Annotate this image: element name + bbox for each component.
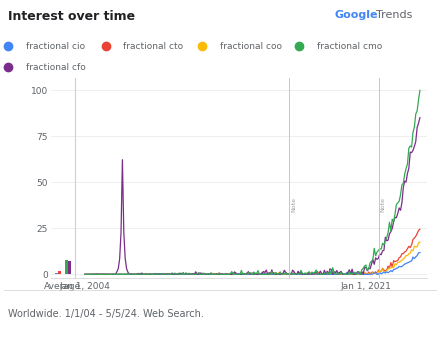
Text: fractional cfo: fractional cfo: [26, 63, 85, 72]
Text: Worldwide. 1/1/04 - 5/5/24. Web Search.: Worldwide. 1/1/04 - 5/5/24. Web Search.: [8, 309, 204, 319]
Text: Interest over time: Interest over time: [8, 10, 135, 23]
Text: fractional coo: fractional coo: [220, 42, 282, 51]
Text: fractional cto: fractional cto: [123, 42, 183, 51]
Bar: [68, 262, 71, 274]
Bar: [58, 271, 61, 274]
Text: Note: Note: [381, 197, 385, 212]
Text: Trends: Trends: [376, 10, 413, 20]
Text: Google: Google: [334, 10, 378, 20]
Bar: [55, 273, 58, 274]
Text: fractional cmo: fractional cmo: [317, 42, 382, 51]
Text: Note: Note: [291, 197, 296, 212]
Bar: [65, 259, 68, 274]
Text: fractional cio: fractional cio: [26, 42, 84, 51]
